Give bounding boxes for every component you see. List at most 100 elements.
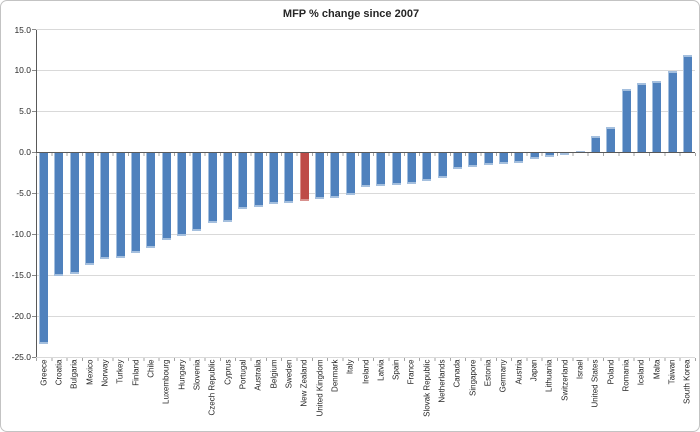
x-label-south-korea: South Korea <box>682 359 692 404</box>
x-label-united-states: United States <box>590 359 600 408</box>
bar-taiwan <box>667 70 677 153</box>
bar-turkey <box>115 152 125 258</box>
x-label-hungary: Hungary <box>177 359 187 390</box>
x-label-taiwan: Taiwan <box>667 359 677 384</box>
gridline--5.0 <box>36 192 695 194</box>
y-axis-label: 0.0 <box>19 147 31 158</box>
y-axis-label: -25.0 <box>11 352 31 362</box>
x-label-switzerland: Switzerland <box>560 359 570 401</box>
gridline--15.0 <box>36 274 695 276</box>
y-axis-label: 15.0 <box>14 24 31 35</box>
bar-slovenia <box>192 152 202 231</box>
x-label-chile: Chile <box>146 359 156 378</box>
chart-title: MFP % change since 2007 <box>282 8 420 20</box>
x-label-italy: Italy <box>345 359 355 374</box>
bar-chile <box>146 152 156 248</box>
x-label-slovenia: Slovenia <box>192 359 202 390</box>
bar-slovak-republic <box>422 152 432 181</box>
x-label-poland: Poland <box>606 359 616 384</box>
bar-spain <box>391 152 401 185</box>
bar-hungary <box>177 152 187 237</box>
bar-norway <box>100 152 110 260</box>
bar-latvia <box>376 152 386 186</box>
x-label-greece: Greece <box>39 359 49 386</box>
bar-united-states <box>590 136 600 153</box>
gridline--10.0 <box>36 233 695 235</box>
x-label-japan: Japan <box>529 359 539 381</box>
bar-iceland <box>636 83 646 153</box>
bar-ireland <box>361 152 370 188</box>
x-label-austria: Austria <box>514 359 524 384</box>
gridline--20.0 <box>36 315 695 317</box>
zero-axis-line <box>36 151 695 153</box>
y-axis-label: -10.0 <box>11 229 31 240</box>
bar-south-korea <box>682 54 692 153</box>
bar-greece <box>39 152 49 344</box>
y-axis-tick <box>32 29 36 30</box>
bar-bulgaria <box>69 152 79 274</box>
bar-finland <box>131 152 141 253</box>
x-label-singapore: Singapore <box>468 359 478 396</box>
x-label-norway: Norway <box>100 359 110 387</box>
bar-belgium <box>269 152 279 205</box>
bar-austria <box>514 152 524 164</box>
y-axis-tick <box>32 192 36 194</box>
y-axis-tick <box>32 274 36 276</box>
x-label-spain: Spain <box>391 359 401 380</box>
category-axis-ticks <box>36 152 696 156</box>
x-label-estonia: Estonia <box>483 359 493 386</box>
bar-portugal <box>238 152 248 210</box>
x-label-mexico: Mexico <box>85 359 95 385</box>
y-axis-label: -20.0 <box>11 311 31 322</box>
x-label-israel: Israel <box>575 359 585 379</box>
gridline-10.0 <box>36 69 695 71</box>
bar-cyprus <box>223 152 233 222</box>
x-label-croatia: Croatia <box>54 359 64 385</box>
x-label-canada: Canada <box>452 359 462 388</box>
gridline-5.0 <box>36 110 695 112</box>
gridline--25.0 <box>36 356 695 358</box>
y-axis-label: 10.0 <box>14 65 31 76</box>
label-area-ticks <box>36 357 696 361</box>
x-label-france: France <box>406 359 416 384</box>
bar-netherlands <box>437 152 447 179</box>
x-label-malta: Malta <box>652 359 662 379</box>
y-axis-tick <box>32 69 36 71</box>
x-label-romania: Romania <box>621 359 631 392</box>
y-axis-tick <box>32 110 36 112</box>
y-axis-label: 5.0 <box>19 106 31 117</box>
x-label-lithuania: Lithuania <box>544 359 554 392</box>
bar-united-kingdom <box>315 152 325 200</box>
bar-czech-republic <box>207 152 217 224</box>
x-label-australia: Australia <box>253 359 263 391</box>
y-axis-tick <box>32 151 36 153</box>
bar-australia <box>253 152 263 207</box>
x-label-ireland: Ireland <box>361 359 370 384</box>
y-axis-line <box>36 29 37 357</box>
bar-canada <box>452 152 462 170</box>
x-label-portugal: Portugal <box>238 359 248 389</box>
x-label-germany: Germany <box>498 359 508 392</box>
x-label-belgium: Belgium <box>269 359 279 388</box>
x-label-latvia: Latvia <box>376 359 386 381</box>
bar-sweden <box>284 152 294 203</box>
bar-romania <box>621 88 631 153</box>
x-label-denmark: Denmark <box>330 359 340 392</box>
x-label-finland: Finland <box>131 359 141 386</box>
bar-france <box>406 152 416 184</box>
bar-new-zealand <box>299 152 309 202</box>
x-label-sweden: Sweden <box>284 359 294 388</box>
bar-poland <box>606 127 616 153</box>
y-axis-tick <box>32 315 36 317</box>
bar-italy <box>345 152 355 195</box>
x-label-czech-republic: Czech Republic <box>207 359 217 416</box>
x-label-united-kingdom: United Kingdom <box>315 359 325 416</box>
bar-malta <box>652 80 662 153</box>
y-axis-tick <box>32 233 36 235</box>
x-label-iceland: Iceland <box>636 359 646 385</box>
x-label-bulgaria: Bulgaria <box>69 359 79 389</box>
bar-estonia <box>483 152 493 166</box>
bar-mexico <box>85 152 95 265</box>
gridline-15.0 <box>36 29 695 30</box>
bar-denmark <box>330 152 340 198</box>
